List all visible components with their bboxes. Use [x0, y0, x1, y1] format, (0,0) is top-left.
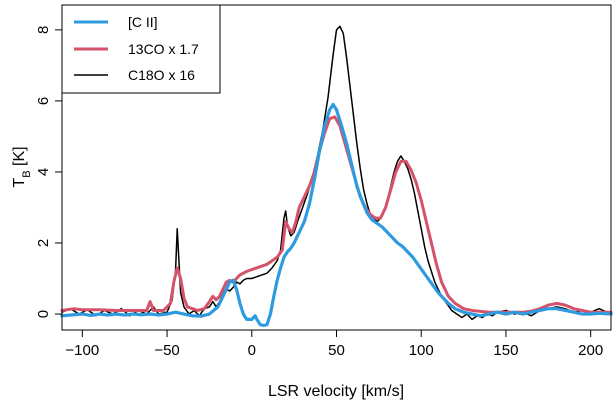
y-axis-title-main: T — [11, 178, 28, 188]
x-tick-label: 200 — [578, 342, 603, 359]
x-tick-label: 50 — [328, 342, 345, 359]
series-line-c-ii — [60, 102, 613, 327]
x-tick-label: −50 — [154, 342, 179, 359]
y-axis-title-unit: [K] — [11, 146, 28, 170]
x-tick-label: 0 — [248, 342, 256, 359]
series-line-c18o-x-16 — [61, 25, 612, 321]
y-tick-label: 0 — [35, 310, 52, 318]
series-line-13co-x-1-7 — [60, 115, 613, 314]
legend-label-cii: [C II] — [128, 14, 158, 30]
legend-label-c18o: C18O x 16 — [128, 67, 195, 83]
x-axis: −100 −50 0 50 100 150 200 — [65, 330, 603, 359]
x-axis-title: LSR velocity [km/s] — [268, 383, 404, 400]
series-layer — [60, 25, 613, 327]
y-tick-label: 4 — [35, 168, 52, 176]
x-tick-label: 150 — [493, 342, 518, 359]
y-tick-label: 2 — [35, 239, 52, 247]
legend-label-13co: 13CO x 1.7 — [128, 41, 199, 57]
y-axis: 0 2 4 6 8 — [35, 26, 62, 318]
y-tick-label: 8 — [35, 26, 52, 34]
y-axis-title-subscript: B — [21, 170, 33, 177]
x-tick-label: 100 — [409, 342, 434, 359]
y-tick-label: 6 — [35, 97, 52, 105]
legend: [C II] 13CO x 1.7 C18O x 16 — [61, 4, 221, 94]
x-tick-label: −100 — [65, 342, 99, 359]
y-axis-title: TB [K] — [11, 146, 33, 187]
